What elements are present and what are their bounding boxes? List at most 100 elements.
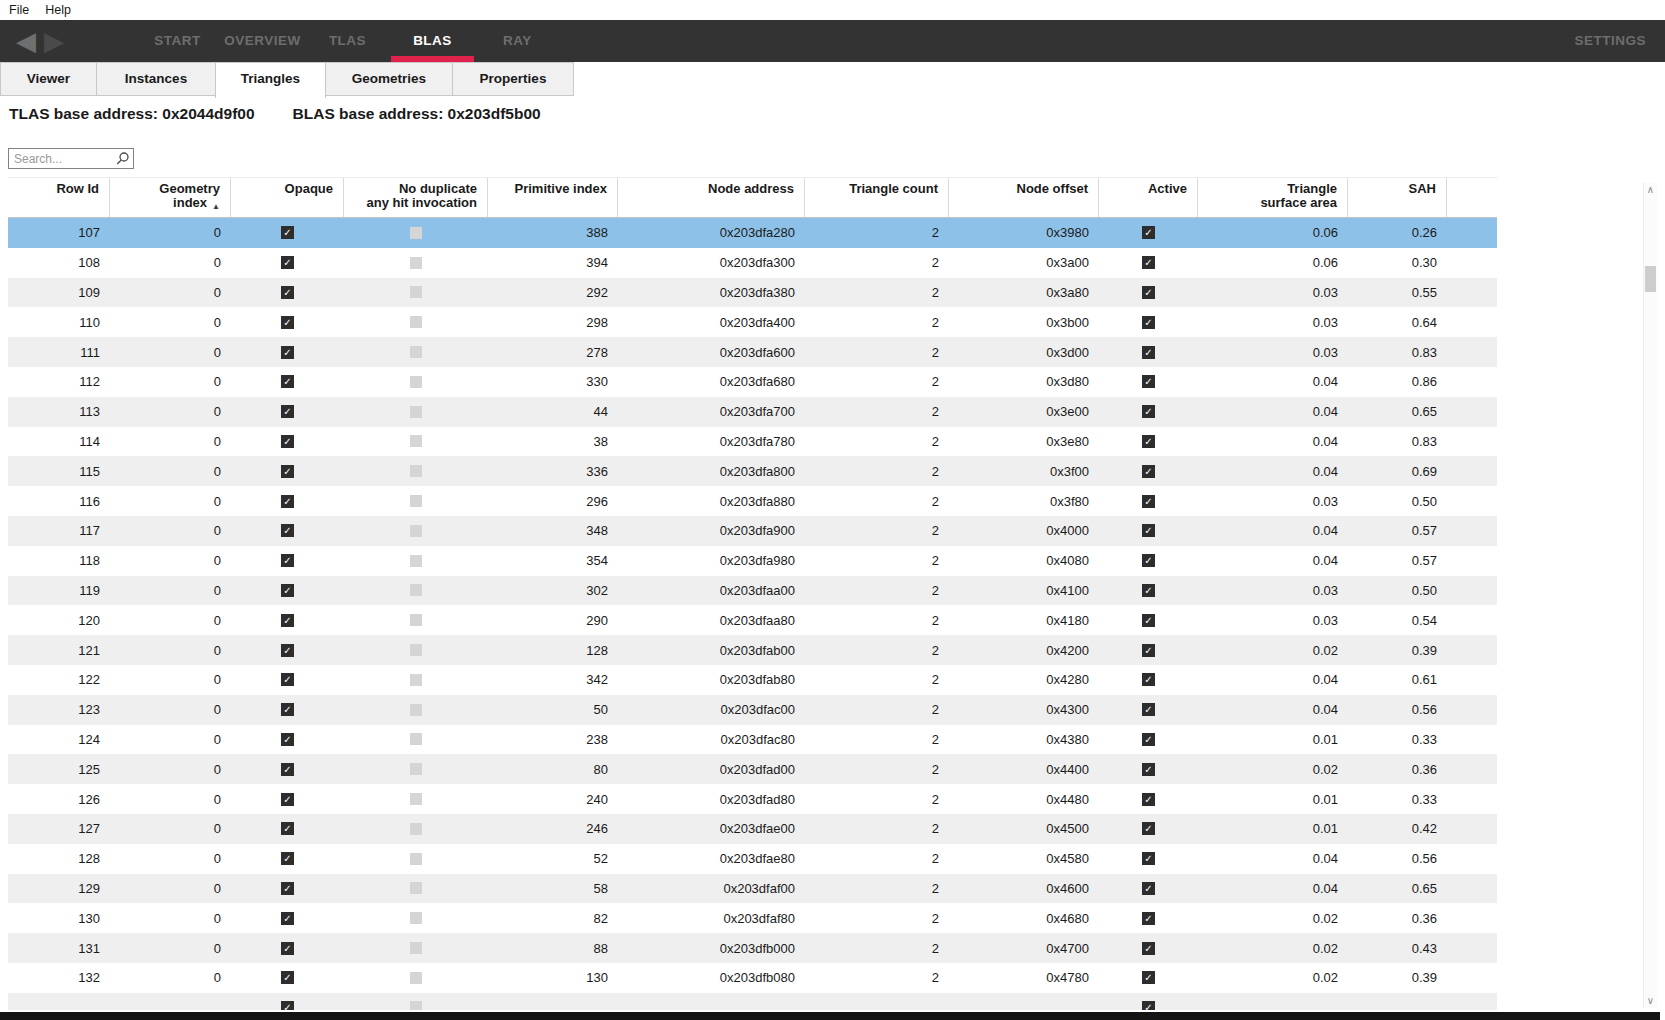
table-row[interactable]: 110 0 ✓ 298 0x203dfa400 2 0x3b00 ✓ 0.03 …: [8, 307, 1497, 337]
no_duplicate-checkbox-unchecked[interactable]: [410, 1001, 422, 1010]
table-row[interactable]: 126 0 ✓ 240 0x203dfad80 2 0x4480 ✓ 0.01 …: [8, 784, 1497, 814]
active-checkbox-checked[interactable]: ✓: [1142, 346, 1155, 359]
opaque-checkbox-checked[interactable]: ✓: [281, 763, 294, 776]
nav-tab-overview[interactable]: OVERVIEW: [220, 20, 305, 62]
header-triangle-surface-area[interactable]: Triangle surface area: [1198, 178, 1348, 217]
opaque-checkbox-checked[interactable]: ✓: [281, 346, 294, 359]
menu-help[interactable]: Help: [45, 3, 71, 17]
no_duplicate-checkbox-unchecked[interactable]: [410, 614, 422, 626]
table-row[interactable]: 128 0 ✓ 52 0x203dfae80 2 0x4580 ✓ 0.04 0…: [8, 844, 1497, 874]
opaque-checkbox-checked[interactable]: ✓: [281, 644, 294, 657]
table-row[interactable]: 119 0 ✓ 302 0x203dfaa00 2 0x4100 ✓ 0.03 …: [8, 576, 1497, 606]
no_duplicate-checkbox-unchecked[interactable]: [410, 435, 422, 447]
no_duplicate-checkbox-unchecked[interactable]: [410, 316, 422, 328]
scrollbar-thumb[interactable]: [1645, 266, 1656, 292]
header-opaque[interactable]: Opaque: [231, 178, 344, 217]
table-row[interactable]: 130 0 ✓ 82 0x203dfaf80 2 0x4680 ✓ 0.02 0…: [8, 903, 1497, 933]
no_duplicate-checkbox-unchecked[interactable]: [410, 286, 422, 298]
opaque-checkbox-checked[interactable]: ✓: [281, 912, 294, 925]
active-checkbox-checked[interactable]: ✓: [1142, 316, 1155, 329]
no_duplicate-checkbox-unchecked[interactable]: [410, 227, 422, 239]
table-row[interactable]: 113 0 ✓ 44 0x203dfa700 2 0x3e00 ✓ 0.04 0…: [8, 397, 1497, 427]
active-checkbox-checked[interactable]: ✓: [1142, 703, 1155, 716]
opaque-checkbox-checked[interactable]: ✓: [281, 852, 294, 865]
active-checkbox-checked[interactable]: ✓: [1142, 1001, 1155, 1010]
no_duplicate-checkbox-unchecked[interactable]: [410, 882, 422, 894]
active-checkbox-checked[interactable]: ✓: [1142, 465, 1155, 478]
table-row[interactable]: 121 0 ✓ 128 0x203dfab00 2 0x4200 ✓ 0.02 …: [8, 635, 1497, 665]
table-row[interactable]: 123 0 ✓ 50 0x203dfac00 2 0x4300 ✓ 0.04 0…: [8, 695, 1497, 725]
opaque-checkbox-checked[interactable]: ✓: [281, 226, 294, 239]
table-row[interactable]: 114 0 ✓ 38 0x203dfa780 2 0x3e80 ✓ 0.04 0…: [8, 427, 1497, 457]
table-row[interactable]: 111 0 ✓ 278 0x203dfa600 2 0x3d00 ✓ 0.03 …: [8, 337, 1497, 367]
opaque-checkbox-checked[interactable]: ✓: [281, 554, 294, 567]
active-checkbox-checked[interactable]: ✓: [1142, 942, 1155, 955]
opaque-checkbox-checked[interactable]: ✓: [281, 882, 294, 895]
header-active[interactable]: Active: [1099, 178, 1198, 217]
opaque-checkbox-checked[interactable]: ✓: [281, 822, 294, 835]
tab-triangles[interactable]: Triangles: [215, 62, 326, 98]
nav-tab-ray[interactable]: RAY: [475, 20, 560, 62]
nav-tab-settings[interactable]: SETTINGS: [1574, 20, 1646, 62]
table-row[interactable]: 125 0 ✓ 80 0x203dfad00 2 0x4400 ✓ 0.02 0…: [8, 754, 1497, 784]
no_duplicate-checkbox-unchecked[interactable]: [410, 376, 422, 388]
table-row[interactable]: 120 0 ✓ 290 0x203dfaa80 2 0x4180 ✓ 0.03 …: [8, 605, 1497, 635]
no_duplicate-checkbox-unchecked[interactable]: [410, 495, 422, 507]
header-row-id[interactable]: Row Id: [8, 178, 110, 217]
table-row[interactable]: 115 0 ✓ 336 0x203dfa800 2 0x3f00 ✓ 0.04 …: [8, 456, 1497, 486]
no_duplicate-checkbox-unchecked[interactable]: [410, 942, 422, 954]
tab-viewer[interactable]: Viewer: [0, 62, 97, 96]
active-checkbox-checked[interactable]: ✓: [1142, 375, 1155, 388]
active-checkbox-checked[interactable]: ✓: [1142, 793, 1155, 806]
header-node-address[interactable]: Node address: [618, 178, 805, 217]
opaque-checkbox-checked[interactable]: ✓: [281, 524, 294, 537]
no_duplicate-checkbox-unchecked[interactable]: [410, 763, 422, 775]
table-row[interactable]: 116 0 ✓ 296 0x203dfa880 2 0x3f80 ✓ 0.03 …: [8, 486, 1497, 516]
active-checkbox-checked[interactable]: ✓: [1142, 435, 1155, 448]
opaque-checkbox-checked[interactable]: ✓: [281, 942, 294, 955]
forward-arrow-icon[interactable]: ▶: [44, 28, 64, 54]
no_duplicate-checkbox-unchecked[interactable]: [410, 853, 422, 865]
vertical-scrollbar[interactable]: ∧ ∨: [1643, 183, 1657, 1008]
table-row[interactable]: 108 0 ✓ 394 0x203dfa300 2 0x3a00 ✓ 0.06 …: [8, 248, 1497, 278]
menu-file[interactable]: File: [9, 3, 29, 17]
tab-instances[interactable]: Instances: [96, 62, 216, 96]
header-geometry-index[interactable]: Geometry index▲: [110, 178, 231, 217]
opaque-checkbox-checked[interactable]: ✓: [281, 793, 294, 806]
table-row-partial[interactable]: ✓ ✓: [8, 993, 1497, 1010]
active-checkbox-checked[interactable]: ✓: [1142, 733, 1155, 746]
scroll-up-icon[interactable]: ∧: [1644, 183, 1657, 197]
table-row[interactable]: 109 0 ✓ 292 0x203dfa380 2 0x3a80 ✓ 0.03 …: [8, 278, 1497, 308]
no_duplicate-checkbox-unchecked[interactable]: [410, 733, 422, 745]
tab-geometries[interactable]: Geometries: [325, 62, 453, 96]
table-row[interactable]: 129 0 ✓ 58 0x203dfaf00 2 0x4600 ✓ 0.04 0…: [8, 874, 1497, 904]
opaque-checkbox-checked[interactable]: ✓: [281, 703, 294, 716]
active-checkbox-checked[interactable]: ✓: [1142, 286, 1155, 299]
no_duplicate-checkbox-unchecked[interactable]: [410, 584, 422, 596]
opaque-checkbox-checked[interactable]: ✓: [281, 435, 294, 448]
table-row[interactable]: 124 0 ✓ 238 0x203dfac80 2 0x4380 ✓ 0.01 …: [8, 725, 1497, 755]
opaque-checkbox-checked[interactable]: ✓: [281, 673, 294, 686]
opaque-checkbox-checked[interactable]: ✓: [281, 375, 294, 388]
header-sah[interactable]: SAH: [1348, 178, 1447, 217]
nav-tab-blas[interactable]: BLAS: [390, 20, 475, 62]
no_duplicate-checkbox-unchecked[interactable]: [410, 912, 422, 924]
active-checkbox-checked[interactable]: ✓: [1142, 226, 1155, 239]
search-input[interactable]: [14, 152, 115, 166]
table-row[interactable]: 118 0 ✓ 354 0x203dfa980 2 0x4080 ✓ 0.04 …: [8, 546, 1497, 576]
active-checkbox-checked[interactable]: ✓: [1142, 405, 1155, 418]
table-row[interactable]: 132 0 ✓ 130 0x203dfb080 2 0x4780 ✓ 0.02 …: [8, 963, 1497, 993]
active-checkbox-checked[interactable]: ✓: [1142, 644, 1155, 657]
opaque-checkbox-checked[interactable]: ✓: [281, 316, 294, 329]
no_duplicate-checkbox-unchecked[interactable]: [410, 793, 422, 805]
no_duplicate-checkbox-unchecked[interactable]: [410, 555, 422, 567]
active-checkbox-checked[interactable]: ✓: [1142, 763, 1155, 776]
no_duplicate-checkbox-unchecked[interactable]: [410, 257, 422, 269]
search-box[interactable]: [8, 148, 134, 169]
active-checkbox-checked[interactable]: ✓: [1142, 554, 1155, 567]
active-checkbox-checked[interactable]: ✓: [1142, 614, 1155, 627]
opaque-checkbox-checked[interactable]: ✓: [281, 584, 294, 597]
no_duplicate-checkbox-unchecked[interactable]: [410, 972, 422, 984]
active-checkbox-checked[interactable]: ✓: [1142, 673, 1155, 686]
nav-tab-start[interactable]: START: [135, 20, 220, 62]
